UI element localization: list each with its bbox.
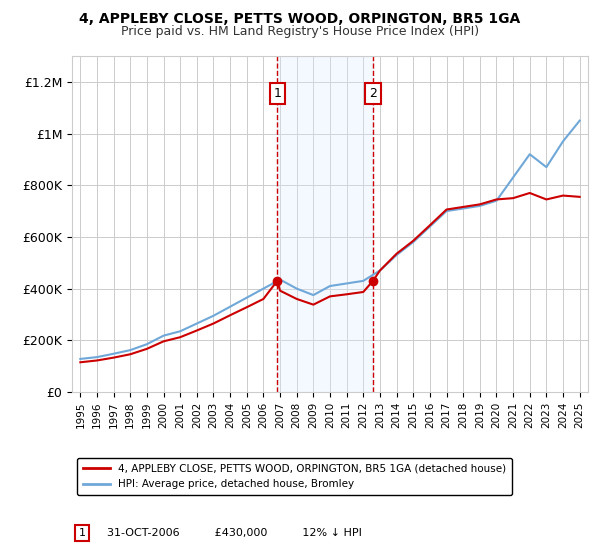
Text: 4, APPLEBY CLOSE, PETTS WOOD, ORPINGTON, BR5 1GA: 4, APPLEBY CLOSE, PETTS WOOD, ORPINGTON,… xyxy=(79,12,521,26)
Text: 1: 1 xyxy=(79,528,86,538)
Text: 2: 2 xyxy=(369,87,377,100)
Legend: 4, APPLEBY CLOSE, PETTS WOOD, ORPINGTON, BR5 1GA (detached house), HPI: Average : 4, APPLEBY CLOSE, PETTS WOOD, ORPINGTON,… xyxy=(77,458,512,496)
Text: 31-OCT-2006          £430,000          12% ↓ HPI: 31-OCT-2006 £430,000 12% ↓ HPI xyxy=(100,528,362,538)
Text: Price paid vs. HM Land Registry's House Price Index (HPI): Price paid vs. HM Land Registry's House … xyxy=(121,25,479,38)
Bar xyxy=(277,56,373,392)
Text: 1: 1 xyxy=(273,87,281,100)
